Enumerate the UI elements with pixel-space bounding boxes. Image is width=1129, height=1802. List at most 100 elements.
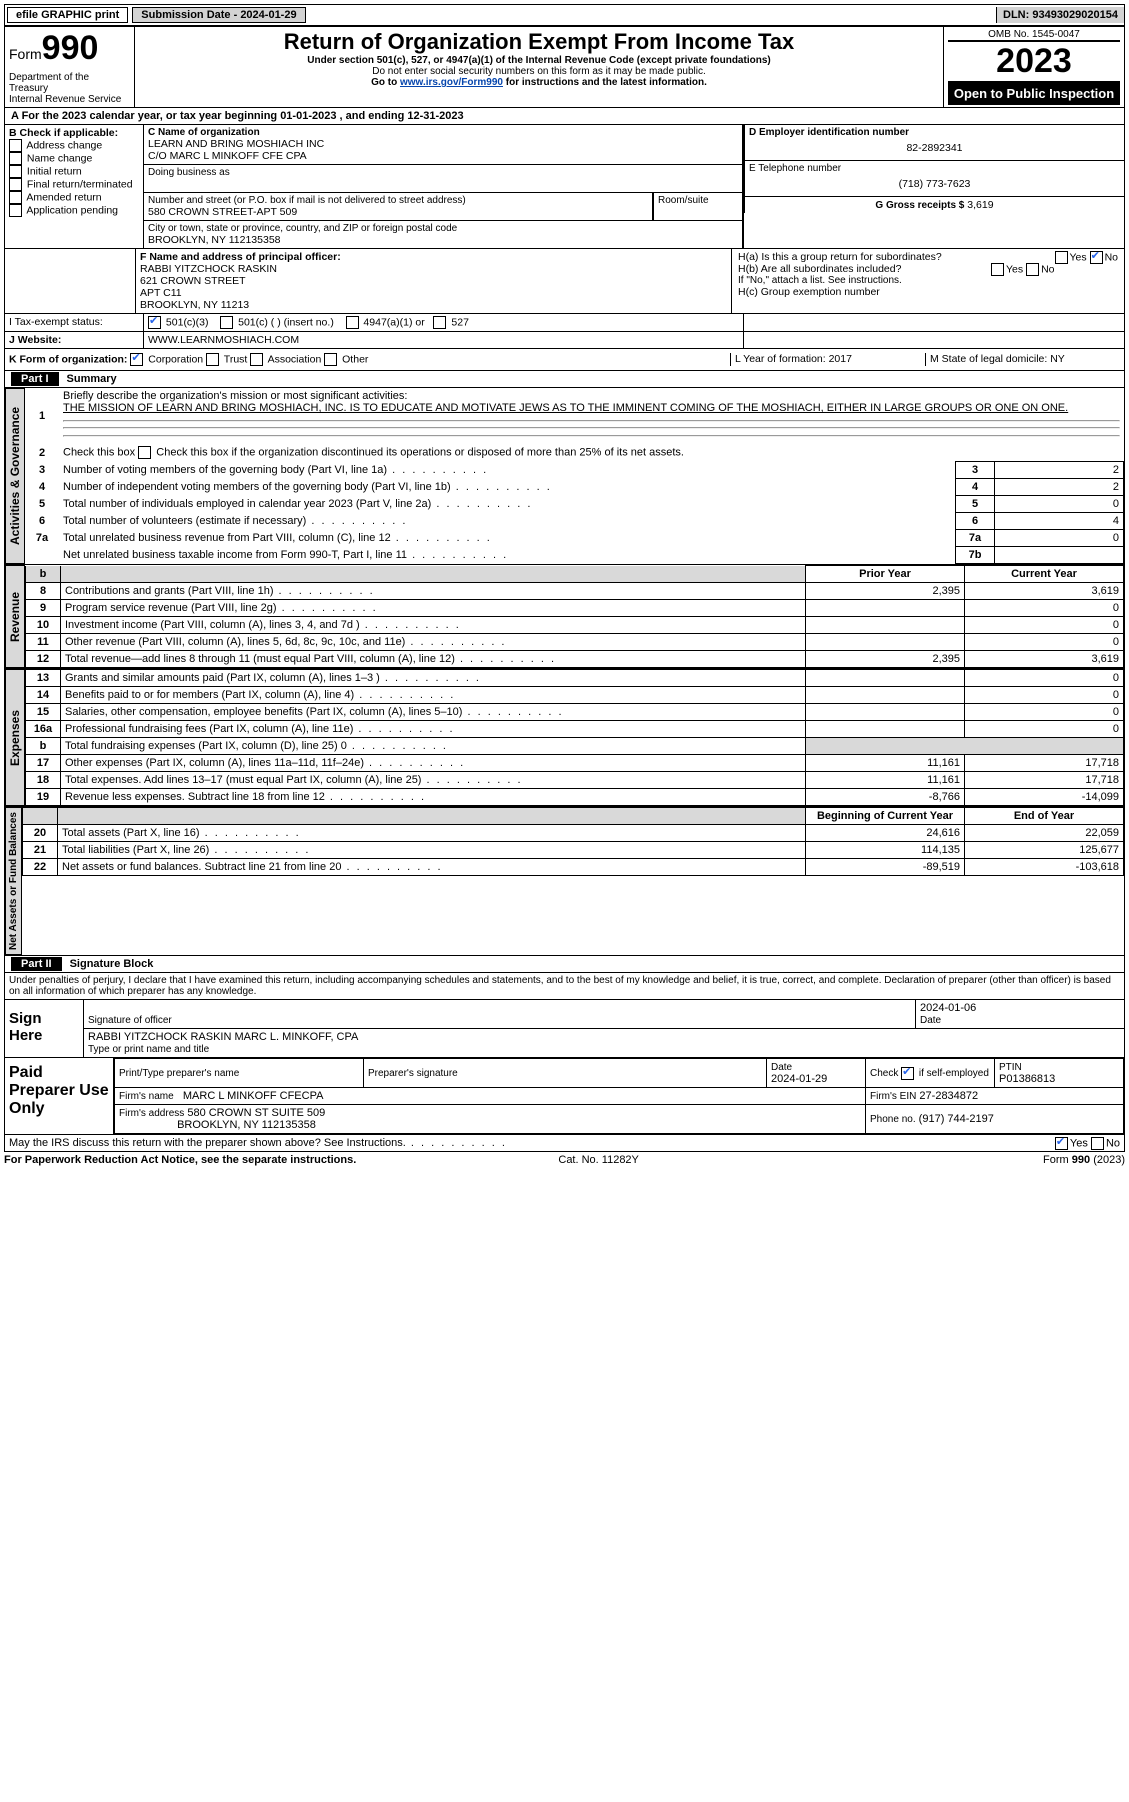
preparer-date: 2024-01-29 (771, 1073, 827, 1085)
discuss-row: May the IRS discuss this return with the… (4, 1135, 1125, 1152)
form990-link[interactable]: www.irs.gov/Form990 (400, 77, 503, 88)
expenses-label: Expenses (5, 669, 25, 806)
g-gross-label: G Gross receipts $ (875, 200, 964, 211)
c-name-label: C Name of organization (148, 127, 738, 138)
form-header: Form990 Department of the Treasury Inter… (4, 26, 1125, 108)
table-row: 20Total assets (Part X, line 16)24,61622… (23, 825, 1124, 842)
mission-text: THE MISSION OF LEARN AND BRING MOSHIACH,… (63, 402, 1068, 414)
header-block: B Check if applicable: Address change Na… (4, 125, 1125, 249)
dln: DLN: 93493029020154 (996, 7, 1124, 23)
typed-name: RABBI YITZCHOCK RASKIN MARC L. MINKOFF, … (88, 1031, 358, 1043)
table-row: bTotal fundraising expenses (Part IX, co… (26, 738, 1124, 755)
table-row: 18Total expenses. Add lines 13–17 (must … (26, 772, 1124, 789)
efile-print-button[interactable]: efile GRAPHIC print (7, 7, 128, 23)
gross-receipts-value: 3,619 (967, 199, 993, 211)
table-row: 8Contributions and grants (Part VIII, li… (26, 583, 1124, 600)
firm-addr2: BROOKLYN, NY 112135358 (177, 1119, 316, 1131)
typed-label: Type or print name and title (88, 1044, 209, 1055)
b-check-item[interactable]: Application pending (9, 204, 139, 217)
city-state-zip: BROOKLYN, NY 112135358 (148, 234, 738, 246)
table-row: 7aTotal unrelated business revenue from … (25, 530, 1124, 547)
omb-number: OMB No. 1545-0047 (948, 29, 1120, 41)
line-a: A For the 2023 calendar year, or tax yea… (4, 108, 1125, 125)
preparer-name-label: Print/Type preparer's name (119, 1068, 239, 1079)
officer-addr1: 621 CROWN STREET (140, 275, 727, 287)
self-employed-check: Check if self-employed (866, 1059, 995, 1088)
firm-addr1: 580 CROWN ST SUITE 509 (187, 1107, 325, 1119)
prior-year-header: Prior Year (806, 566, 965, 583)
line2: Check this box Check this box if the org… (59, 444, 1124, 462)
officer-city: BROOKLYN, NY 11213 (140, 299, 727, 311)
j-label: J Website: (5, 332, 144, 348)
street-address: 580 CROWN STREET-APT 509 (148, 206, 648, 218)
cat-no: Cat. No. 11282Y (558, 1154, 639, 1166)
b-check-item[interactable]: Amended return (9, 191, 139, 204)
form-subtitle-1: Under section 501(c), 527, or 4947(a)(1)… (139, 55, 939, 66)
table-row: 13Grants and similar amounts paid (Part … (26, 670, 1124, 687)
table-row: 16aProfessional fundraising fees (Part I… (26, 721, 1124, 738)
table-row: 4Number of independent voting members of… (25, 479, 1124, 496)
top-bar: efile GRAPHIC print Submission Date - 20… (4, 4, 1125, 26)
sig-date: 2024-01-06 (920, 1002, 976, 1014)
table-row: 17Other expenses (Part IX, column (A), l… (26, 755, 1124, 772)
h-b: H(b) Are all subordinates included? Yes … (738, 263, 1118, 275)
table-row: 22Net assets or fund balances. Subtract … (23, 859, 1124, 876)
klm-row: K Form of organization: Corporation Trus… (4, 349, 1125, 371)
form-footer: Form 990 (2023) (1043, 1154, 1125, 1166)
part2-header: Part IISignature Block (4, 956, 1125, 973)
addr-label: Number and street (or P.O. box if mail i… (148, 195, 648, 206)
tax-exempt-row: I Tax-exempt status: 501(c)(3) 501(c) ( … (4, 314, 1125, 332)
eoy-header: End of Year (965, 808, 1124, 825)
form-number: Form990 (9, 29, 130, 68)
table-row: Net unrelated business taxable income fr… (25, 547, 1124, 564)
e-phone-label: E Telephone number (749, 163, 1120, 174)
d-ein-label: D Employer identification number (749, 127, 1120, 138)
website-value: WWW.LEARNMOSHIACH.COM (144, 332, 744, 348)
org-name-1: LEARN AND BRING MOSHIACH INC (148, 138, 738, 150)
firm-name: MARC L MINKOFF CFECPA (183, 1090, 324, 1102)
table-row: 11Other revenue (Part VIII, column (A), … (26, 634, 1124, 651)
f-label: F Name and address of principal officer: (140, 251, 727, 263)
b-check-item[interactable]: Address change (9, 139, 139, 152)
boc-header: Beginning of Current Year (806, 808, 965, 825)
table-row: 14Benefits paid to or for members (Part … (26, 687, 1124, 704)
k-label: K Form of organization: (9, 353, 127, 365)
phone-value: (718) 773-7623 (749, 174, 1120, 194)
ptin-value: P01386813 (999, 1073, 1055, 1085)
submission-date: Submission Date - 2024-01-29 (132, 7, 305, 23)
form-title: Return of Organization Exempt From Incom… (139, 29, 939, 55)
sign-here-label: Sign Here (5, 1000, 84, 1057)
501c3-checkbox[interactable] (148, 316, 161, 329)
city-label: City or town, state or province, country… (148, 223, 738, 234)
sig-officer-label: Signature of officer (88, 1015, 172, 1026)
line1-label: Briefly describe the organization's miss… (63, 390, 407, 402)
h-b-note: If "No," attach a list. See instructions… (738, 275, 1118, 286)
table-row: 10Investment income (Part VIII, column (… (26, 617, 1124, 634)
revenue-label: Revenue (5, 565, 25, 668)
room-label: Room/suite (658, 195, 738, 206)
h-a: H(a) Is this a group return for subordin… (738, 251, 1118, 263)
officer-name: RABBI YITZCHOCK RASKIN (140, 263, 727, 275)
paid-preparer-label: Paid Preparer Use Only (5, 1058, 114, 1134)
sig-date-label: Date (920, 1015, 941, 1026)
officer-addr2: APT C11 (140, 287, 727, 299)
ein-value: 82-2892341 (749, 138, 1120, 158)
b-check-item[interactable]: Initial return (9, 165, 139, 178)
table-row: 19Revenue less expenses. Subtract line 1… (26, 789, 1124, 806)
org-name-2: C/O MARC L MINKOFF CFE CPA (148, 150, 738, 162)
dba-label: Doing business as (148, 167, 738, 178)
table-row: 5Total number of individuals employed in… (25, 496, 1124, 513)
irs-label: Internal Revenue Service (9, 94, 130, 105)
form-subtitle-3: Go to www.irs.gov/Form990 for instructio… (139, 77, 939, 88)
b-check-item[interactable]: Name change (9, 152, 139, 165)
net-assets-label: Net Assets or Fund Balances (5, 807, 22, 955)
b-check-item[interactable]: Final return/terminated (9, 178, 139, 191)
perjury-statement: Under penalties of perjury, I declare th… (4, 973, 1125, 1000)
m-domicile: M State of legal domicile: NY (925, 353, 1120, 366)
preparer-sig-label: Preparer's signature (368, 1068, 458, 1079)
b-header: B Check if applicable: (9, 127, 139, 139)
i-label: I Tax-exempt status: (5, 314, 144, 331)
table-row: 15Salaries, other compensation, employee… (26, 704, 1124, 721)
f-h-block: F Name and address of principal officer:… (4, 249, 1125, 314)
table-row: 9Program service revenue (Part VIII, lin… (26, 600, 1124, 617)
